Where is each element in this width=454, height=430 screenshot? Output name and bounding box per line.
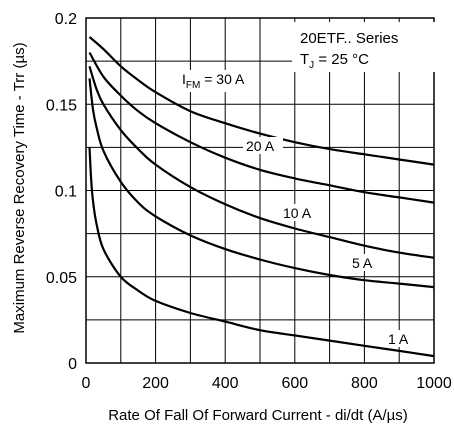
- series-line-2: [88, 65, 435, 259]
- y-axis-title: Maximum Reverse Recovery Time - Trr (µs): [11, 42, 28, 333]
- y-tick-label: 0.15: [46, 97, 77, 114]
- y-tick-label: 0.1: [55, 184, 77, 201]
- series-label-20a: 20 A: [246, 138, 275, 154]
- legend-background: [292, 22, 436, 72]
- x-tick-label: 1000: [416, 375, 452, 392]
- series-line-1: [88, 51, 435, 204]
- x-tick-label: 600: [281, 375, 308, 392]
- series-line-0: [88, 36, 435, 166]
- x-axis-title: Rate Of Fall Of Forward Current - di/dt …: [108, 407, 408, 424]
- y-tick-label: 0: [68, 356, 77, 373]
- x-tick-label: 0: [82, 375, 91, 392]
- label-bg-1a: [386, 330, 414, 347]
- series-line-3: [88, 78, 435, 289]
- series-labels: IFM = 30 A 20 A 10 A 5 A 1 A: [180, 70, 414, 347]
- series-lines: [88, 36, 435, 358]
- series-label-10a: 10 A: [283, 205, 312, 221]
- axis-ticks: 0 200 400 600 800 1000 0 0.05 0.1 0.15 0.2: [46, 11, 452, 392]
- legend-box: 20ETF.. Series TJ = 25 °C: [292, 22, 436, 72]
- x-tick-label: 400: [212, 375, 239, 392]
- x-tick-label: 800: [351, 375, 378, 392]
- series-label-1a: 1 A: [388, 331, 409, 347]
- y-tick-label: 0.05: [46, 270, 77, 287]
- series-label-5a: 5 A: [352, 255, 373, 271]
- y-tick-label: 0.2: [55, 11, 77, 28]
- label-bg-20a: [243, 137, 283, 154]
- label-bg-30a: [180, 70, 256, 92]
- label-bg-5a: [350, 254, 378, 271]
- series-label-30a: IFM = 30 A: [182, 71, 245, 91]
- plot-frame: [85, 17, 435, 364]
- x-tick-label: 200: [142, 375, 169, 392]
- legend-series-name: 20ETF.. Series: [300, 30, 398, 47]
- label-bg-10a: [280, 204, 318, 221]
- legend-temperature: TJ = 25 °C: [300, 51, 369, 71]
- series-line-4: [88, 147, 435, 358]
